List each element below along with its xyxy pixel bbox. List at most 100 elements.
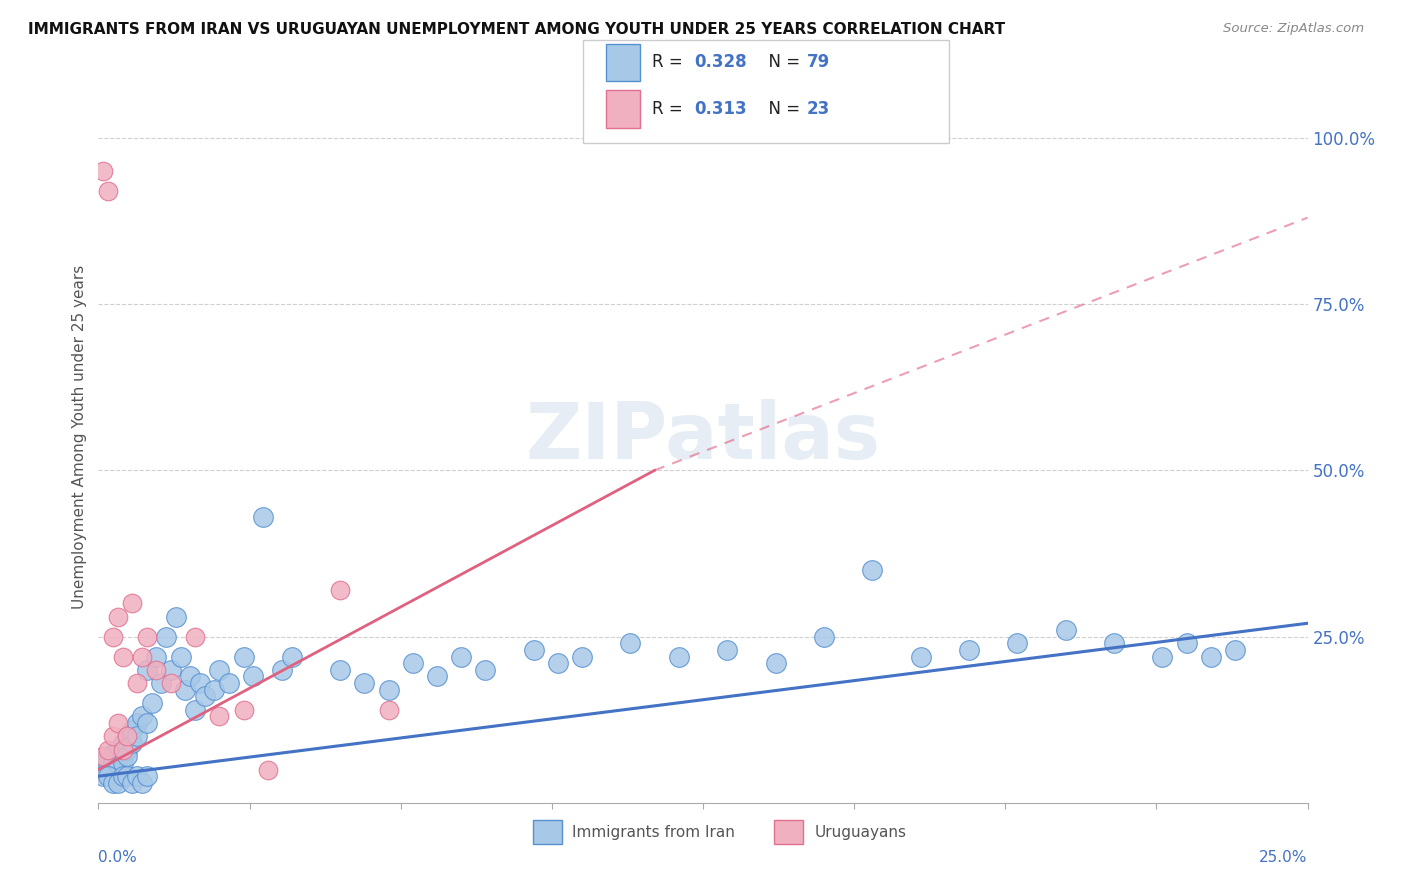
Point xyxy=(111,756,134,770)
Point xyxy=(377,682,399,697)
Text: 25.0%: 25.0% xyxy=(1260,850,1308,865)
Point xyxy=(523,643,546,657)
Point xyxy=(1199,649,1222,664)
Point xyxy=(131,776,153,790)
Point xyxy=(101,756,124,770)
FancyBboxPatch shape xyxy=(775,821,803,844)
Point xyxy=(208,709,231,723)
Point xyxy=(232,703,254,717)
Text: R =: R = xyxy=(652,100,689,118)
Point xyxy=(1175,636,1198,650)
Point xyxy=(121,776,143,790)
Point xyxy=(107,609,129,624)
Point xyxy=(141,696,163,710)
Point xyxy=(402,656,425,670)
Point xyxy=(127,769,149,783)
Point xyxy=(135,769,157,783)
Point xyxy=(474,663,496,677)
Point xyxy=(281,649,304,664)
Point xyxy=(619,636,641,650)
Point xyxy=(426,669,449,683)
Point xyxy=(184,630,207,644)
Point xyxy=(160,676,183,690)
Point xyxy=(97,763,120,777)
Point xyxy=(271,663,294,677)
Text: 0.313: 0.313 xyxy=(695,100,747,118)
Point xyxy=(160,663,183,677)
Point xyxy=(107,756,129,770)
Point xyxy=(169,649,191,664)
Point xyxy=(111,742,134,756)
Point xyxy=(91,756,114,770)
Point xyxy=(329,582,352,597)
FancyBboxPatch shape xyxy=(533,821,561,844)
Text: N =: N = xyxy=(758,100,806,118)
Point xyxy=(111,649,134,664)
Point xyxy=(97,742,120,756)
Point xyxy=(127,716,149,731)
Point xyxy=(353,676,375,690)
Point xyxy=(547,656,569,670)
Text: 0.328: 0.328 xyxy=(695,54,747,71)
Point xyxy=(218,676,240,690)
Point xyxy=(174,682,197,697)
Point xyxy=(121,596,143,610)
Point xyxy=(165,609,187,624)
Point xyxy=(91,769,114,783)
Text: Uruguayans: Uruguayans xyxy=(814,824,907,839)
Point xyxy=(111,769,134,783)
Point xyxy=(910,649,932,664)
Point xyxy=(194,690,217,704)
Y-axis label: Unemployment Among Youth under 25 years: Unemployment Among Youth under 25 years xyxy=(72,265,87,609)
Point xyxy=(111,749,134,764)
Point xyxy=(101,630,124,644)
Point xyxy=(155,630,177,644)
Point xyxy=(716,643,738,657)
Point xyxy=(188,676,211,690)
Point xyxy=(117,729,139,743)
Point xyxy=(329,663,352,677)
Point xyxy=(860,563,883,577)
Point xyxy=(135,630,157,644)
Point xyxy=(127,676,149,690)
Point xyxy=(91,749,114,764)
Point xyxy=(145,663,167,677)
Point xyxy=(204,682,226,697)
Text: IMMIGRANTS FROM IRAN VS URUGUAYAN UNEMPLOYMENT AMONG YOUTH UNDER 25 YEARS CORREL: IMMIGRANTS FROM IRAN VS URUGUAYAN UNEMPL… xyxy=(28,22,1005,37)
Point xyxy=(145,649,167,664)
Point xyxy=(101,749,124,764)
Point xyxy=(97,756,120,770)
Point xyxy=(135,663,157,677)
Point xyxy=(957,643,980,657)
Point xyxy=(121,736,143,750)
Point xyxy=(97,769,120,783)
Point xyxy=(184,703,207,717)
Text: Source: ZipAtlas.com: Source: ZipAtlas.com xyxy=(1223,22,1364,36)
Text: 23: 23 xyxy=(807,100,831,118)
Point xyxy=(131,709,153,723)
Text: 0.0%: 0.0% xyxy=(98,850,138,865)
Point xyxy=(256,763,278,777)
Point xyxy=(377,703,399,717)
Point xyxy=(117,749,139,764)
Point xyxy=(150,676,173,690)
Point xyxy=(242,669,264,683)
Point xyxy=(107,776,129,790)
Point xyxy=(252,509,274,524)
Point xyxy=(97,184,120,198)
Point xyxy=(131,649,153,664)
Point xyxy=(1102,636,1125,650)
Point xyxy=(813,630,835,644)
Text: R =: R = xyxy=(652,54,689,71)
Point xyxy=(107,763,129,777)
Point xyxy=(179,669,201,683)
Point xyxy=(107,742,129,756)
Point xyxy=(127,729,149,743)
Point xyxy=(97,749,120,764)
Point xyxy=(1152,649,1174,664)
Point xyxy=(91,763,114,777)
Point xyxy=(101,729,124,743)
Text: 79: 79 xyxy=(807,54,831,71)
Point xyxy=(121,723,143,737)
Point xyxy=(208,663,231,677)
